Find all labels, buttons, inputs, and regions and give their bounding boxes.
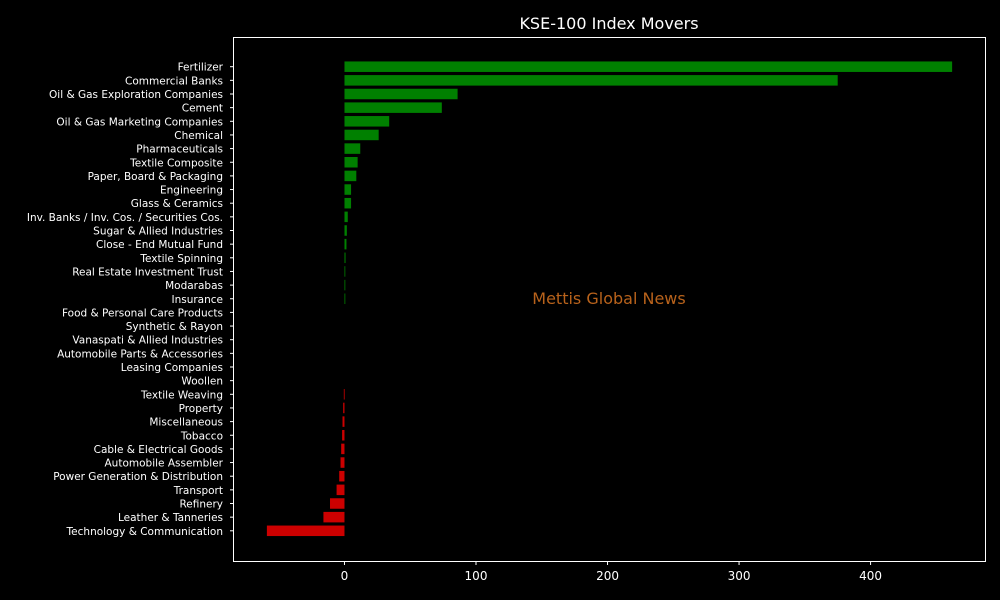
category-label: Automobile Parts & Accessories xyxy=(57,348,223,360)
category-label: Engineering xyxy=(160,185,223,197)
bar xyxy=(344,157,358,168)
category-label: Technology & Communication xyxy=(66,526,223,538)
category-label: Cable & Electrical Goods xyxy=(94,444,223,456)
category-label: Food & Personal Care Products xyxy=(62,307,223,319)
category-label: Pharmaceuticals xyxy=(136,144,223,156)
bar xyxy=(344,238,347,250)
bar xyxy=(344,170,357,182)
category-label: Glass & Ceramics xyxy=(131,198,223,210)
category-label: Sugar & Allied Industries xyxy=(93,226,223,238)
category-label: Oil & Gas Marketing Companies xyxy=(56,116,223,128)
bar xyxy=(344,266,346,277)
bar xyxy=(344,197,352,209)
bar xyxy=(344,116,390,127)
x-tick-label: 0 xyxy=(341,569,349,583)
bar xyxy=(336,484,345,496)
category-label: Power Generation & Distribution xyxy=(53,471,223,483)
bar xyxy=(344,225,347,236)
bar xyxy=(344,211,348,223)
chart-title: KSE-100 Index Movers xyxy=(519,14,698,33)
bar xyxy=(344,293,346,304)
bar xyxy=(344,143,361,154)
category-label: Leather & Tanneries xyxy=(118,512,223,524)
category-label: Chemical xyxy=(174,130,223,142)
category-label: Transport xyxy=(173,485,223,497)
category-label: Property xyxy=(179,403,223,415)
bar xyxy=(266,525,345,537)
x-tick-label: 100 xyxy=(465,569,488,583)
category-label: Paper, Board & Packaging xyxy=(88,171,223,183)
category-label: Textile Composite xyxy=(129,157,223,169)
category-label: Automobile Assembler xyxy=(105,458,224,470)
bar xyxy=(340,457,345,468)
category-label: Textile Weaving xyxy=(140,389,223,401)
category-label: Leasing Companies xyxy=(121,362,223,374)
bar xyxy=(344,279,346,291)
watermark: Mettis Global News xyxy=(532,289,685,308)
category-label: Insurance xyxy=(171,294,223,306)
bar xyxy=(344,184,352,195)
bar xyxy=(344,75,838,86)
bar xyxy=(342,430,345,441)
category-label: Real Estate Investment Trust xyxy=(72,266,223,278)
bar xyxy=(344,252,346,264)
category-label: Cement xyxy=(182,103,223,115)
category-label: Oil & Gas Exploration Companies xyxy=(49,89,223,101)
x-tick-label: 400 xyxy=(859,569,882,583)
x-tick-label: 300 xyxy=(728,569,751,583)
category-label: Close - End Mutual Fund xyxy=(96,239,223,251)
category-label: Miscellaneous xyxy=(149,417,223,429)
category-label: Refinery xyxy=(179,499,223,511)
x-tick-label: 200 xyxy=(596,569,619,583)
bar xyxy=(344,61,953,72)
bars-group xyxy=(266,61,953,537)
category-label: Tobacco xyxy=(180,430,223,442)
bar xyxy=(344,88,458,100)
category-label: Inv. Banks / Inv. Cos. / Securities Cos. xyxy=(27,212,223,224)
bar xyxy=(343,402,345,414)
bar xyxy=(323,511,345,523)
x-axis-ticks: 0 100 200 300 400 xyxy=(341,561,882,583)
category-label: Modarabas xyxy=(165,280,223,292)
category-label: Textile Spinning xyxy=(139,253,223,265)
bar xyxy=(339,470,345,482)
category-label: Synthetic & Rayon xyxy=(126,321,223,333)
bar xyxy=(344,102,442,113)
category-label: Woollen xyxy=(181,376,223,388)
bar xyxy=(343,389,345,400)
plot-frame xyxy=(233,37,986,562)
category-label: Commercial Banks xyxy=(125,75,223,87)
bar xyxy=(330,498,345,509)
category-label: Fertilizer xyxy=(178,62,224,74)
bar xyxy=(342,416,345,427)
bar xyxy=(341,443,345,455)
bar xyxy=(344,129,379,141)
category-label: Vanaspati & Allied Industries xyxy=(72,335,223,347)
